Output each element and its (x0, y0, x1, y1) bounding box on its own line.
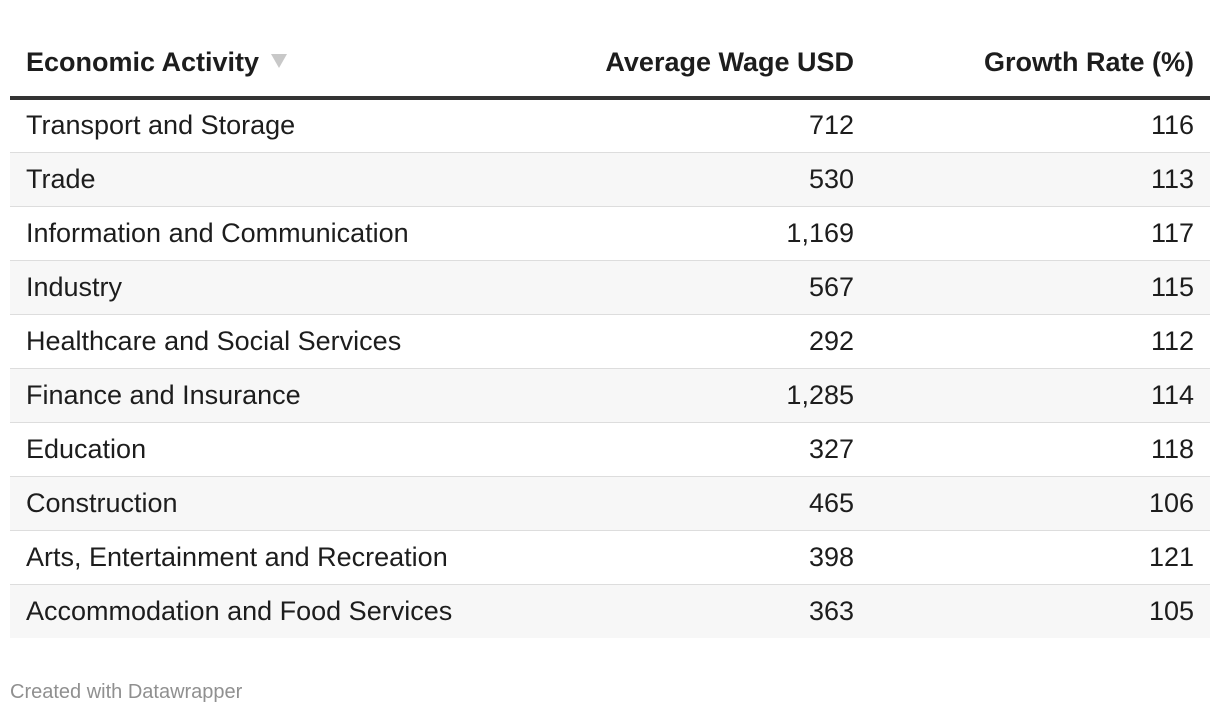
activity-cell: Arts, Entertainment and Recreation (10, 530, 570, 585)
activity-cell: Healthcare and Social Services (10, 314, 570, 369)
sort-descending-icon[interactable] (271, 54, 288, 69)
table-row: Trade 530 113 (10, 152, 1210, 207)
activity-cell: Finance and Insurance (10, 368, 570, 423)
growth-rate-cell: 115 (870, 260, 1210, 315)
datawrapper-credit: Created with Datawrapper (10, 681, 243, 703)
table-row: Finance and Insurance 1,285 114 (10, 368, 1210, 423)
average-wage-cell: 530 (570, 152, 870, 207)
activity-cell: Education (10, 422, 570, 477)
average-wage-cell: 465 (570, 476, 870, 531)
table-row: Education 327 118 (10, 422, 1210, 477)
table-row: Healthcare and Social Services 292 112 (10, 314, 1210, 369)
growth-rate-cell: 112 (870, 314, 1210, 369)
table-row: Construction 465 106 (10, 476, 1210, 531)
table-row: Accommodation and Food Services 363 105 (10, 584, 1210, 638)
activity-cell: Accommodation and Food Services (10, 584, 570, 638)
average-wage-cell: 292 (570, 314, 870, 369)
table-row: Arts, Entertainment and Recreation 398 121 (10, 530, 1210, 585)
growth-rate-cell: 121 (870, 530, 1210, 585)
average-wage-cell: 712 (570, 98, 870, 153)
activity-cell: Industry (10, 260, 570, 315)
column-header-average-wage[interactable]: Average Wage USD (570, 28, 870, 100)
data-table: Economic Activity Average Wage USD Growt… (10, 28, 1210, 638)
column-header-growth-rate[interactable]: Growth Rate (%) (870, 28, 1210, 100)
growth-rate-cell: 105 (870, 584, 1210, 638)
growth-rate-cell: 118 (870, 422, 1210, 477)
average-wage-cell: 327 (570, 422, 870, 477)
table-row: Transport and Storage 712 116 (10, 98, 1210, 153)
activity-cell: Information and Communication (10, 206, 570, 261)
activity-cell: Transport and Storage (10, 98, 570, 153)
activity-cell: Trade (10, 152, 570, 207)
table-body: Transport and Storage 712 116 Trade 530 113 In… (10, 98, 1210, 638)
growth-rate-cell: 116 (870, 98, 1210, 153)
column-header-label: Average Wage USD (605, 46, 854, 77)
average-wage-cell: 567 (570, 260, 870, 315)
header-row: Economic Activity Average Wage USD Growt… (10, 28, 1210, 100)
growth-rate-cell: 114 (870, 368, 1210, 423)
column-header-economic-activity[interactable]: Economic Activity (10, 28, 570, 100)
average-wage-cell: 363 (570, 584, 870, 638)
growth-rate-cell: 117 (870, 206, 1210, 261)
table-row: Industry 567 115 (10, 260, 1210, 315)
table-row: Information and Communication 1,169 117 (10, 206, 1210, 261)
column-header-label: Growth Rate (%) (983, 46, 1194, 77)
activity-cell: Construction (10, 476, 570, 531)
growth-rate-cell: 106 (870, 476, 1210, 531)
average-wage-cell: 1,285 (570, 368, 870, 423)
growth-rate-cell: 113 (870, 152, 1210, 207)
table-header: Economic Activity Average Wage USD Growt… (10, 28, 1210, 100)
average-wage-cell: 398 (570, 530, 870, 585)
column-header-label: Economic Activity (26, 46, 260, 77)
average-wage-cell: 1,169 (570, 206, 870, 261)
data-table-container: Economic Activity Average Wage USD Growt… (10, 28, 1210, 638)
